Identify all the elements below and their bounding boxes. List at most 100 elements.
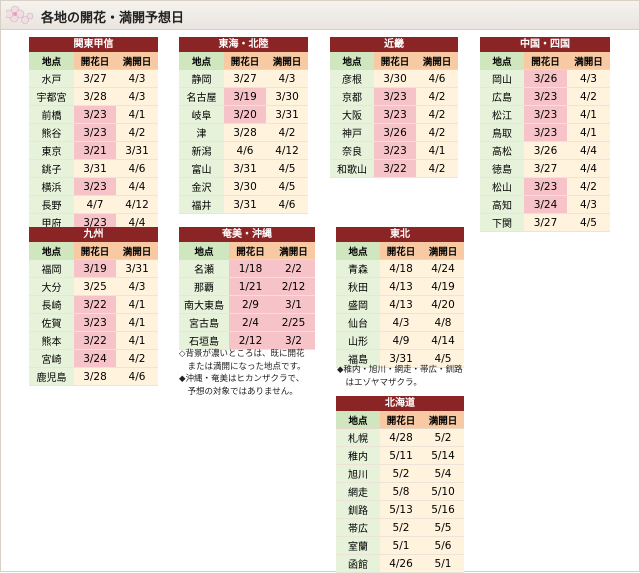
city-name: 宮古島 bbox=[179, 313, 229, 332]
note-line: または満開になった地点です。 bbox=[179, 361, 306, 372]
table-row: 宮古島 2/4 2/25 bbox=[179, 313, 315, 332]
bloom-date: 3/22 bbox=[374, 159, 416, 178]
city-name: 福岡 bbox=[29, 259, 74, 278]
full-bloom-date: 5/5 bbox=[422, 518, 464, 537]
city-name: 広島 bbox=[480, 87, 524, 106]
table-row: 札幌 4/28 5/2 bbox=[336, 428, 464, 447]
table-row: 長崎 3/22 4/1 bbox=[29, 295, 158, 314]
city-name: 大分 bbox=[29, 277, 74, 296]
bloom-date: 2/4 bbox=[229, 313, 272, 332]
table-row: 大分 3/25 4/3 bbox=[29, 277, 158, 296]
bloom-date: 4/18 bbox=[380, 259, 422, 278]
city-name: 水戸 bbox=[29, 69, 74, 88]
table-row: 下関 3/27 4/5 bbox=[480, 213, 610, 232]
bloom-date: 3/19 bbox=[224, 87, 266, 106]
full-bloom-date: 5/10 bbox=[422, 482, 464, 501]
full-bloom-column-header: 満開日 bbox=[272, 242, 315, 260]
full-bloom-date: 4/2 bbox=[567, 177, 610, 196]
bloom-date: 5/2 bbox=[380, 518, 422, 537]
bloom-date: 2/12 bbox=[229, 331, 272, 350]
table-row: 熊本 3/22 4/1 bbox=[29, 331, 158, 350]
bloom-date: 3/27 bbox=[74, 69, 116, 88]
bloom-date: 2/9 bbox=[229, 295, 272, 314]
full-bloom-date: 4/3 bbox=[116, 69, 158, 88]
city-column-header: 地点 bbox=[336, 411, 380, 429]
full-bloom-date: 4/2 bbox=[416, 105, 458, 124]
full-bloom-column-header: 満開日 bbox=[116, 52, 158, 70]
city-name: 帯広 bbox=[336, 518, 380, 537]
note-line: 予想の対象ではありません。 bbox=[179, 386, 298, 397]
full-bloom-date: 4/1 bbox=[567, 123, 610, 142]
full-bloom-date: 4/1 bbox=[116, 331, 158, 350]
full-bloom-date: 4/2 bbox=[116, 123, 158, 142]
bloom-date: 3/28 bbox=[224, 123, 266, 142]
table-row: 銚子 3/31 4/6 bbox=[29, 159, 158, 178]
table-row: 徳島 3/27 4/4 bbox=[480, 159, 610, 178]
bloom-date: 3/31 bbox=[74, 159, 116, 178]
full-bloom-date: 4/3 bbox=[567, 195, 610, 214]
note-line: はエゾヤマザクラ。 bbox=[337, 377, 422, 388]
bloom-date: 4/9 bbox=[380, 331, 422, 350]
forecast-table: 地点 開花日 満開日 静岡 3/27 4/3 名古屋 3/19 3/30 岐阜 3/20 3/31 津 3… bbox=[179, 52, 308, 214]
full-bloom-date: 5/4 bbox=[422, 464, 464, 483]
table-row: 福島 3/31 4/5 bbox=[336, 349, 464, 368]
table-row: 広島 3/23 4/2 bbox=[480, 87, 610, 106]
city-name: 釧路 bbox=[336, 500, 380, 519]
full-bloom-date: 4/5 bbox=[266, 177, 308, 196]
region-block: 九州 地点 開花日 満開日 福岡 3/19 3/31 大分 3/25 4/3 長崎 3/22 4/1 佐賀… bbox=[29, 227, 158, 386]
bloom-date: 3/19 bbox=[74, 259, 116, 278]
full-bloom-date: 4/5 bbox=[567, 213, 610, 232]
full-bloom-column-header: 満開日 bbox=[416, 52, 458, 70]
city-name: 金沢 bbox=[179, 177, 224, 196]
bloom-date: 3/23 bbox=[374, 105, 416, 124]
city-column-header: 地点 bbox=[179, 242, 229, 260]
table-row: 静岡 3/27 4/3 bbox=[179, 69, 308, 88]
city-name: 東京 bbox=[29, 141, 74, 160]
table-row: 松江 3/23 4/1 bbox=[480, 105, 610, 124]
table-row: 青森 4/18 4/24 bbox=[336, 259, 464, 278]
bloom-date: 5/11 bbox=[380, 446, 422, 465]
table-row: 函館 4/26 5/1 bbox=[336, 554, 464, 573]
full-bloom-date: 4/4 bbox=[116, 177, 158, 196]
full-bloom-date: 3/31 bbox=[116, 141, 158, 160]
bloom-column-header: 開花日 bbox=[524, 52, 567, 70]
full-bloom-column-header: 満開日 bbox=[266, 52, 308, 70]
page-title: 各地の開花・満開予想日 bbox=[41, 11, 185, 26]
bloom-date: 3/26 bbox=[524, 69, 567, 88]
bloom-date: 3/23 bbox=[74, 105, 116, 124]
table-row: 室蘭 5/1 5/6 bbox=[336, 536, 464, 555]
city-name: 山形 bbox=[336, 331, 380, 350]
full-bloom-date: 4/4 bbox=[567, 141, 610, 160]
full-bloom-date: 5/2 bbox=[422, 428, 464, 447]
table-row: 仙台 4/3 4/8 bbox=[336, 313, 464, 332]
bloom-column-header: 開花日 bbox=[74, 52, 116, 70]
city-name: 前橋 bbox=[29, 105, 74, 124]
city-name: 網走 bbox=[336, 482, 380, 501]
full-bloom-date: 2/25 bbox=[272, 313, 315, 332]
note-line: ◆沖縄・奄美はヒカンザクラで、 bbox=[179, 374, 305, 384]
city-name: 青森 bbox=[336, 259, 380, 278]
city-name: 長崎 bbox=[29, 295, 74, 314]
table-row: 盛岡 4/13 4/20 bbox=[336, 295, 464, 314]
bloom-date: 4/13 bbox=[380, 295, 422, 314]
full-bloom-date: 5/16 bbox=[422, 500, 464, 519]
bloom-date: 4/13 bbox=[380, 277, 422, 296]
city-name: 名瀬 bbox=[179, 259, 229, 278]
city-name: 岐阜 bbox=[179, 105, 224, 124]
table-row: 名古屋 3/19 3/30 bbox=[179, 87, 308, 106]
bloom-date: 3/27 bbox=[224, 69, 266, 88]
table-row: 福岡 3/19 3/31 bbox=[29, 259, 158, 278]
bloom-date: 3/23 bbox=[74, 313, 116, 332]
region-title: 東海・北陸 bbox=[179, 37, 308, 52]
full-bloom-date: 4/24 bbox=[422, 259, 464, 278]
bloom-date: 3/24 bbox=[74, 349, 116, 368]
bloom-date: 4/28 bbox=[380, 428, 422, 447]
city-name: 仙台 bbox=[336, 313, 380, 332]
region-block: 関東甲信 地点 開花日 満開日 水戸 3/27 4/3 宇都宮 3/28 4/3 前橋 3/23 4/1… bbox=[29, 37, 158, 232]
full-bloom-date: 3/31 bbox=[266, 105, 308, 124]
region-block: 北海道 地点 開花日 満開日 札幌 4/28 5/2 稚内 5/11 5/14 旭川 5/2 5/4 網走… bbox=[336, 396, 464, 573]
city-column-header: 地点 bbox=[29, 52, 74, 70]
full-bloom-date: 4/3 bbox=[567, 69, 610, 88]
full-bloom-date: 4/3 bbox=[266, 69, 308, 88]
full-bloom-date: 4/1 bbox=[567, 105, 610, 124]
